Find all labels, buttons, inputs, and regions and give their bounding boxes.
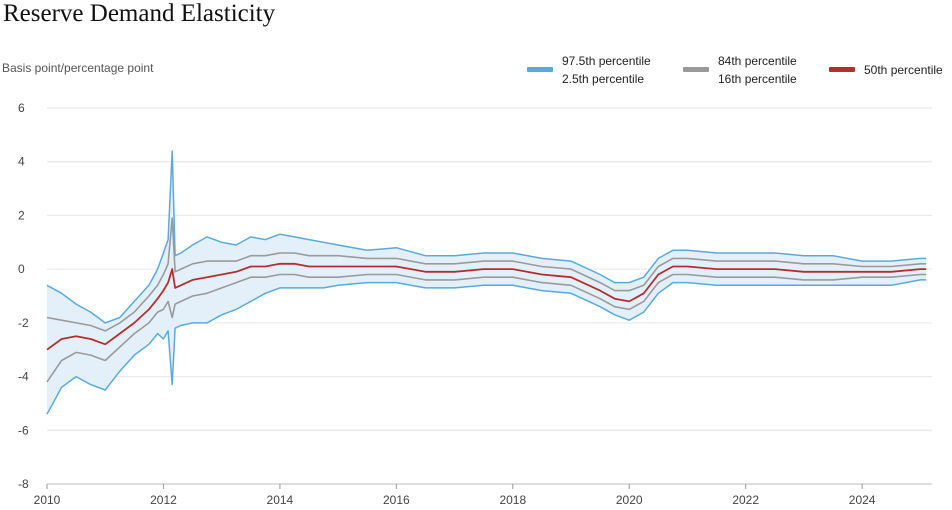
x-tick-label-2: 2014 — [267, 493, 294, 507]
legend-entry-84: 84th percentile — [718, 54, 797, 68]
y-tick-label-2: 2 — [18, 208, 25, 222]
legend-entry-2-5: 2.5th percentile — [562, 72, 645, 86]
legend-entry-97-5: 97.5th percentile — [562, 54, 651, 68]
series-2-5th-percentile — [46, 279, 927, 415]
legend-swatch-outer — [527, 67, 553, 72]
series-50th-percentile — [46, 262, 927, 351]
series-16th-percentile — [46, 273, 927, 383]
y-axis-label: Basis point/percentage point — [2, 61, 154, 75]
y-tick-label-7: -8 — [18, 477, 29, 491]
confidence-band-fill — [47, 151, 927, 415]
legend-entry-50: 50th percentile — [864, 63, 943, 77]
y-tick-label-3: 0 — [18, 262, 25, 276]
x-tick-label-4: 2018 — [499, 493, 526, 507]
y-tick-label-5: -4 — [18, 370, 29, 384]
series-lines — [46, 150, 927, 415]
bands — [47, 151, 927, 415]
chart-title: Reserve Demand Elasticity — [3, 0, 276, 27]
x-tick-label-1: 2012 — [150, 493, 177, 507]
series-84th-percentile — [46, 217, 927, 332]
y-tick-label-4: -2 — [18, 316, 29, 330]
series-97-5th-percentile — [46, 150, 927, 324]
legend-swatch-median — [829, 67, 855, 72]
y-tick-label-6: -6 — [18, 423, 29, 437]
legend-swatch-inner — [683, 67, 709, 72]
legend-entry-16: 16th percentile — [718, 72, 797, 86]
x-tick-label-3: 2016 — [383, 493, 410, 507]
y-tick-label-0: 6 — [18, 101, 25, 115]
y-tick-label-1: 4 — [18, 155, 25, 169]
x-tick-label-0: 2010 — [34, 493, 61, 507]
x-axis: 2010 2012 2014 2016 2018 2020 2022 2024 — [34, 484, 876, 507]
y-axis: 6 4 2 0 -2 -4 -6 -8 — [18, 101, 29, 491]
x-tick-label-7: 2024 — [849, 493, 876, 507]
x-tick-label-6: 2022 — [732, 493, 759, 507]
x-tick-label-5: 2020 — [616, 493, 643, 507]
